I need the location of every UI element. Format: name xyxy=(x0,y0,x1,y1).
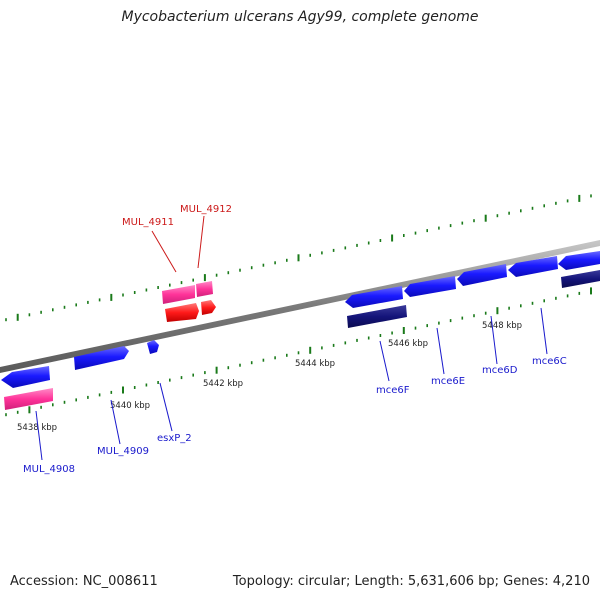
gene-mce6b[interactable] xyxy=(558,251,600,270)
map-title: Mycobacterium ulcerans Agy99, complete g… xyxy=(121,9,479,25)
gene-esxp2[interactable] xyxy=(147,340,159,354)
gene-callout-lines xyxy=(35,307,548,461)
gene-mul4912[interactable] xyxy=(196,281,216,315)
gene-label-mul4912[interactable]: MUL_4912 xyxy=(180,204,232,215)
gene-label-mul4908[interactable]: MUL_4908 xyxy=(23,464,75,475)
gene-mce6b-navy[interactable] xyxy=(561,270,600,288)
gene-label-mce6f[interactable]: mce6F xyxy=(376,385,410,396)
gene-mul4911[interactable] xyxy=(162,285,199,322)
gene-label-mul4909[interactable]: MUL_4909 xyxy=(97,446,149,457)
kbp-label-5438: 5438 kbp xyxy=(17,423,57,433)
gene-label-mul4911[interactable]: MUL_4911 xyxy=(122,217,174,228)
kbp-label-5442: 5442 kbp xyxy=(203,379,243,389)
gene-mce6f[interactable] xyxy=(345,286,403,308)
gene-mce6e[interactable] xyxy=(404,276,456,297)
gene-callout-lines-red xyxy=(151,215,205,273)
gene-mul4909[interactable] xyxy=(74,346,129,370)
gene-label-mce6d[interactable]: mce6D xyxy=(482,365,518,376)
gene-label-mce6c[interactable]: mce6C xyxy=(532,356,567,367)
gene-mce6f-navy[interactable] xyxy=(347,305,407,328)
kbp-label-5446: 5446 kbp xyxy=(388,339,428,349)
accession-text: Accession: NC_008611 xyxy=(10,574,158,589)
tick-row-lower xyxy=(5,287,592,417)
gene-mce6d[interactable] xyxy=(457,264,507,286)
genome-summary-text: Topology: circular; Length: 5,631,606 bp… xyxy=(232,574,590,589)
genome-backbone xyxy=(0,240,600,373)
gene-label-esxp2[interactable]: esxP_2 xyxy=(157,433,192,444)
kbp-label-5448: 5448 kbp xyxy=(482,321,522,331)
kbp-label-5440: 5440 kbp xyxy=(110,401,150,411)
gene-label-mce6e[interactable]: mce6E xyxy=(431,376,465,387)
kbp-label-5444: 5444 kbp xyxy=(295,359,335,369)
tick-row-upper xyxy=(5,194,592,322)
gene-mul4908[interactable] xyxy=(1,366,53,410)
gene-mce6c[interactable] xyxy=(508,256,558,277)
